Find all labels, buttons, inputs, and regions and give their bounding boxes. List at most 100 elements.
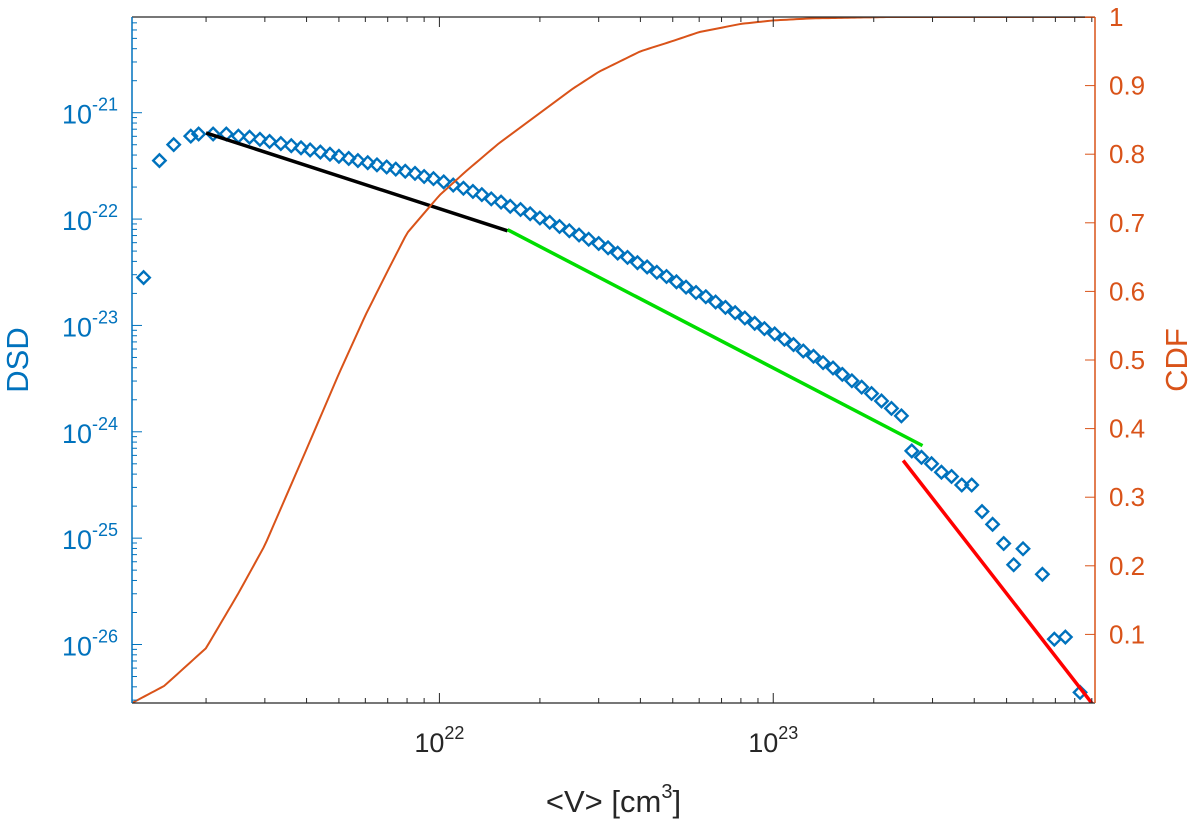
dsd-point bbox=[312, 144, 329, 160]
dsd-markers bbox=[135, 126, 1088, 701]
dsd-point bbox=[378, 159, 395, 175]
left-tick-label: 10-26 bbox=[62, 627, 118, 662]
dsd-point bbox=[435, 173, 452, 190]
dsd-point bbox=[766, 326, 783, 342]
right-tick-label: 0.6 bbox=[1109, 276, 1145, 306]
plot-area bbox=[132, 17, 1095, 703]
dsd-point bbox=[512, 201, 529, 218]
dsd-point bbox=[746, 315, 763, 332]
dsd-point bbox=[252, 131, 268, 148]
dsd-point bbox=[322, 146, 338, 163]
right-tick-label: 0.1 bbox=[1109, 619, 1145, 649]
dsd-point bbox=[445, 177, 462, 193]
dsd-point bbox=[241, 129, 258, 146]
dsd-point bbox=[1072, 684, 1088, 701]
dsd-point bbox=[465, 183, 481, 200]
dsd-point bbox=[933, 464, 950, 481]
dsd-point bbox=[205, 126, 222, 142]
dsd-point bbox=[658, 268, 675, 285]
dsd-point bbox=[283, 137, 300, 154]
dsd-point bbox=[493, 194, 509, 210]
right-tick-label: 0.3 bbox=[1109, 482, 1145, 512]
dsd-point bbox=[1034, 566, 1051, 583]
dsd-point bbox=[541, 214, 558, 231]
dsd-point bbox=[883, 400, 900, 417]
cdf-curve bbox=[132, 17, 1095, 703]
dsd-point bbox=[913, 449, 930, 466]
x-tick-label-exp: 23 bbox=[778, 723, 798, 743]
dsd-point bbox=[272, 135, 289, 152]
dsd-point bbox=[369, 156, 385, 173]
dsd-point bbox=[974, 503, 990, 520]
left-tick-label-exp: -21 bbox=[92, 95, 118, 115]
dsd-point bbox=[805, 348, 822, 365]
dsd-point bbox=[943, 468, 960, 485]
dsd-point bbox=[151, 152, 168, 169]
dsd-point bbox=[359, 154, 376, 171]
dsd-point bbox=[350, 152, 366, 169]
left-tick-label-base: 10 bbox=[62, 419, 92, 449]
dsd-point bbox=[609, 245, 626, 262]
dsd-point bbox=[668, 273, 685, 290]
left-tick-label-exp: -25 bbox=[92, 520, 118, 540]
left-tick-label-base: 10 bbox=[62, 525, 92, 555]
dsd-point bbox=[551, 218, 568, 235]
left-tick-label: 10-23 bbox=[62, 307, 118, 342]
dsd-point bbox=[688, 284, 704, 301]
dsd-point bbox=[1005, 556, 1022, 573]
right-tick-label: 0.8 bbox=[1109, 139, 1145, 169]
left-tick-label-base: 10 bbox=[62, 100, 92, 130]
dsd-point bbox=[756, 320, 773, 337]
right-axis-label: CDF bbox=[1159, 328, 1194, 392]
left-tick-label: 10-21 bbox=[62, 95, 118, 130]
dsd-point bbox=[302, 142, 319, 158]
dsd-point bbox=[795, 343, 812, 359]
dsd-point bbox=[815, 354, 831, 371]
dsd-point bbox=[707, 294, 724, 310]
left-tick-label: 10-25 bbox=[62, 520, 118, 555]
dsd-point bbox=[785, 336, 802, 353]
dsd-point bbox=[1057, 629, 1074, 645]
dsd-point bbox=[340, 150, 357, 167]
dsd-point bbox=[397, 163, 414, 180]
dsd-point bbox=[561, 222, 578, 239]
left-tick-label-exp: -24 bbox=[92, 414, 118, 434]
dsd-point bbox=[407, 165, 423, 182]
dsd-point bbox=[293, 139, 309, 156]
dsd-point bbox=[834, 366, 851, 383]
fit-line-1 bbox=[205, 131, 509, 233]
dsd-point bbox=[473, 186, 490, 203]
dsd-point bbox=[387, 161, 404, 177]
dsd-point bbox=[182, 128, 199, 145]
x-axis-label-main: <V> [cm bbox=[546, 784, 661, 819]
dsd-point bbox=[590, 235, 607, 252]
dsd-point bbox=[331, 148, 347, 165]
right-tick-label: 0.7 bbox=[1109, 208, 1145, 238]
dsd-point bbox=[697, 288, 714, 305]
dsd-point bbox=[736, 310, 753, 326]
dsd-point bbox=[1046, 631, 1063, 648]
left-tick-label-base: 10 bbox=[62, 312, 92, 342]
dsd-point bbox=[923, 455, 940, 472]
right-tick-label: 0.9 bbox=[1109, 71, 1145, 101]
left-tick-label: 10-24 bbox=[62, 414, 118, 449]
dsd-point bbox=[995, 535, 1012, 552]
x-axis-label: <V> [cm3] bbox=[546, 781, 681, 819]
right-tick-label: 0.4 bbox=[1109, 414, 1145, 444]
right-tick-label: 0.5 bbox=[1109, 345, 1145, 375]
dsd-point bbox=[873, 393, 890, 409]
right-tick-label: 0.2 bbox=[1109, 551, 1145, 581]
dsd-point bbox=[843, 372, 860, 389]
dsd-point bbox=[580, 231, 597, 248]
dsd-point bbox=[135, 269, 152, 286]
dsd-point bbox=[522, 205, 539, 222]
dsd-point bbox=[455, 180, 472, 197]
dsd-point bbox=[717, 299, 734, 316]
dsd-point bbox=[600, 239, 616, 256]
dsd-point bbox=[629, 254, 646, 271]
dsd-point bbox=[425, 170, 442, 187]
dsd-point bbox=[619, 249, 636, 266]
x-axis-label-tail: ] bbox=[672, 784, 681, 819]
